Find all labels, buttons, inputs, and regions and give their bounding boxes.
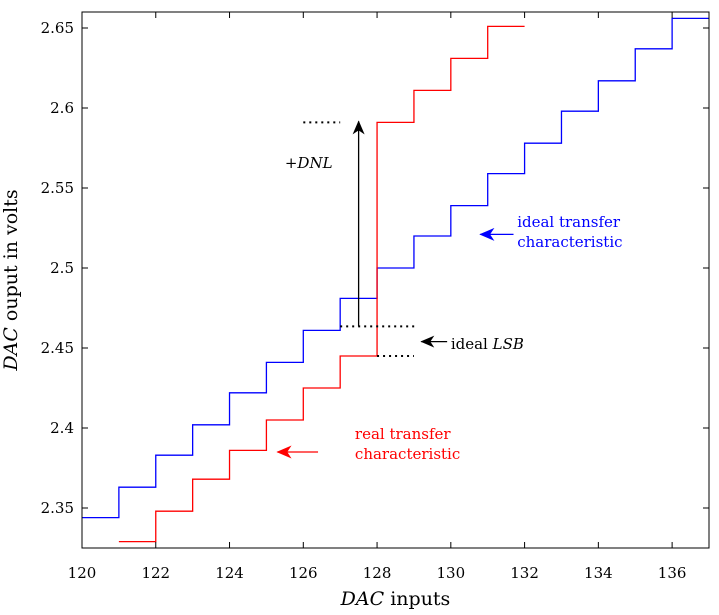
real-transfer-label: real transfer characteristic [355, 425, 460, 463]
real-transfer-line-2: characteristic [355, 445, 460, 463]
y-axis-label: DAC ouput in volts [0, 189, 22, 371]
x-axis-ticks: 120 122 124 126 128 130 132 134 136 [68, 12, 687, 582]
x-tick-label: 136 [658, 564, 687, 582]
x-axis-label: DAC inputs [340, 588, 451, 610]
x-tick-label: 120 [68, 564, 97, 582]
x-tick-label: 124 [215, 564, 244, 582]
x-tick-label: 132 [510, 564, 539, 582]
y-axis-ticks: 2.35 2.4 2.45 2.5 2.55 2.6 2.65 [41, 19, 709, 517]
ideal-transfer-line-2: characteristic [517, 233, 622, 251]
y-tick-label: 2.45 [41, 339, 74, 357]
y-axis-label-abbrev: DAC [0, 327, 22, 372]
x-axis-label-text: inputs [384, 588, 450, 610]
x-tick-label: 134 [584, 564, 613, 582]
ideal-transfer-line-1: ideal transfer [517, 213, 621, 231]
x-tick-label: 126 [289, 564, 318, 582]
ideal-lsb-label: ideal LSB [451, 335, 524, 353]
series-layer [82, 17, 709, 543]
dnl-label: +DNL [285, 154, 333, 172]
lsb-abbrev: LSB [492, 335, 524, 353]
dnl-abbrev: DNL [296, 154, 332, 172]
x-tick-label: 130 [437, 564, 466, 582]
plot-frame [81, 11, 710, 549]
y-tick-label: 2.35 [41, 499, 74, 517]
y-tick-label: 2.65 [41, 19, 74, 37]
dnl-sign: + [285, 154, 298, 172]
y-tick-label: 2.4 [50, 419, 74, 437]
ideal-transfer-label: ideal transfer characteristic [517, 213, 625, 251]
series-line-0 [82, 17, 709, 519]
y-tick-label: 2.55 [41, 179, 74, 197]
x-tick-label: 122 [141, 564, 170, 582]
x-tick-label: 128 [363, 564, 392, 582]
annotation-layer [276, 120, 514, 459]
y-axis-label-text: ouput in volts [0, 189, 22, 327]
x-axis-label-abbrev: DAC [340, 588, 385, 610]
y-tick-label: 2.5 [50, 259, 74, 277]
ideal-lsb-text: ideal [451, 335, 493, 353]
real-transfer-line-1: real transfer [355, 425, 451, 443]
series-line-1 [118, 25, 525, 543]
y-tick-label: 2.6 [50, 99, 74, 117]
